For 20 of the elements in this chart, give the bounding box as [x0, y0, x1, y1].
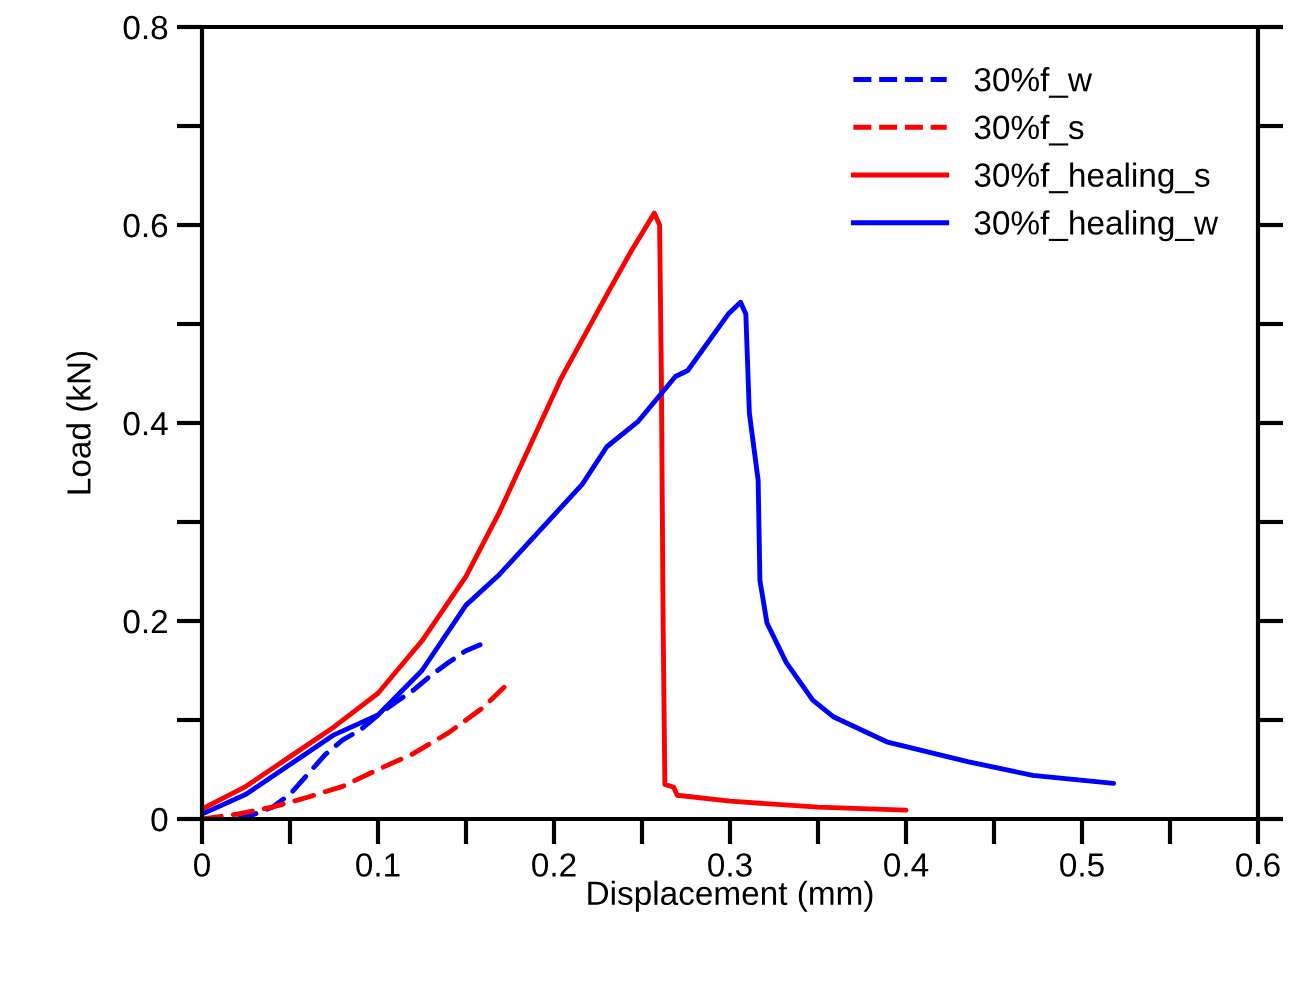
x-tick-label: 0	[194, 853, 210, 877]
line-series	[202, 299, 1117, 817]
x-tick-label: 0.3	[708, 853, 752, 877]
legend-label: 30%f_healing_s	[974, 162, 1210, 194]
y-tick-label: 0.4	[123, 411, 168, 436]
legend-label: 30%f_w	[974, 67, 1093, 98]
legend-label: 30%f_s	[974, 114, 1084, 146]
x-tick-label: 0.1	[356, 853, 400, 877]
line-series	[202, 210, 909, 813]
x-tick-label: 0.5	[1060, 853, 1104, 877]
x-tick-label: 0.2	[532, 853, 576, 877]
y-tick-label: 0.2	[123, 609, 167, 634]
y-tick-label: 0.6	[123, 213, 168, 238]
x-tick-label: 0.6	[1236, 853, 1280, 877]
x-axis-title: Displacement (mm)	[588, 880, 873, 912]
legend-label: 30%f_healing_w	[974, 210, 1219, 242]
y-tick-label: 0.8	[123, 15, 168, 40]
x-tick-label: 0.4	[884, 853, 929, 877]
y-axis-title: Load (kN)	[66, 351, 98, 494]
y-tick-label: 0	[151, 807, 168, 832]
